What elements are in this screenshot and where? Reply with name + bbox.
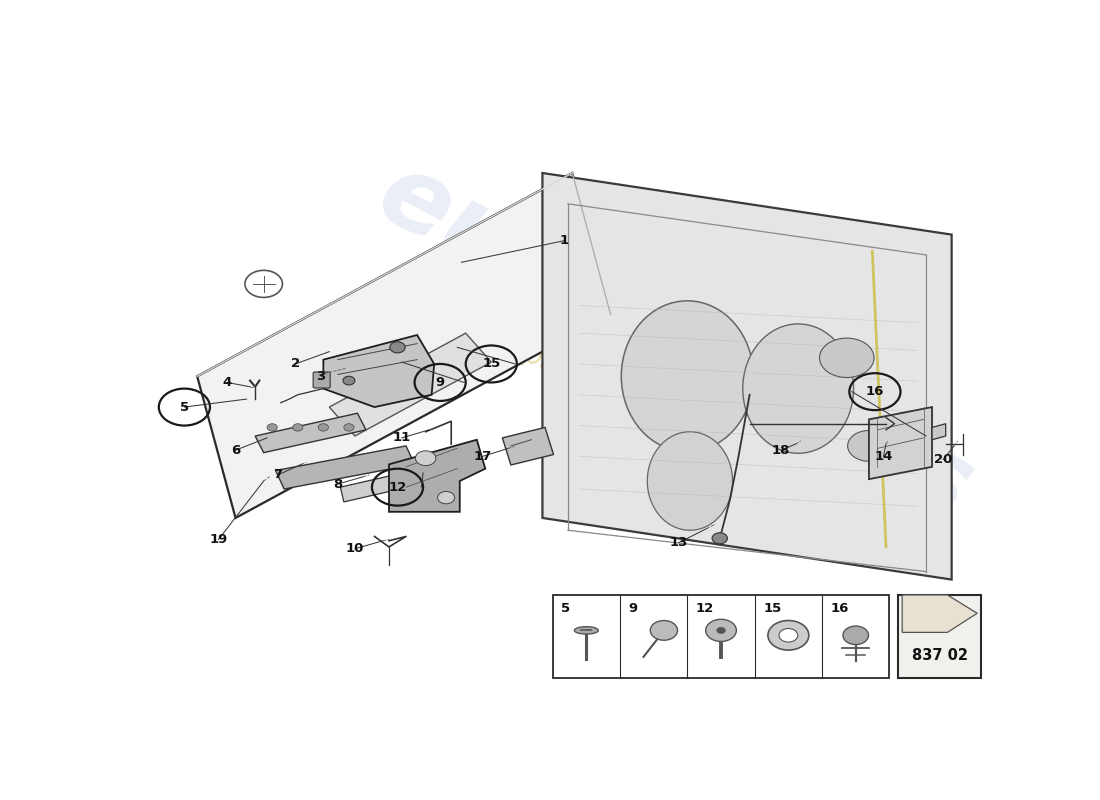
Text: 5: 5 [179,401,189,414]
Polygon shape [869,407,932,479]
Circle shape [820,338,874,378]
Text: 9: 9 [628,602,638,615]
Text: 16: 16 [830,602,849,615]
Circle shape [389,342,405,353]
Text: 4: 4 [222,376,232,389]
Text: 16: 16 [866,385,884,398]
Polygon shape [276,446,415,489]
Text: 7: 7 [274,468,283,482]
Circle shape [267,424,277,431]
Circle shape [438,491,454,504]
Text: 11: 11 [393,431,411,444]
Circle shape [416,451,436,466]
Circle shape [768,621,808,650]
Polygon shape [197,173,611,518]
Circle shape [706,619,736,642]
Text: 13: 13 [670,536,688,549]
Text: eurospares: eurospares [360,143,989,542]
Circle shape [343,376,355,385]
Text: 15: 15 [763,602,781,615]
Polygon shape [542,173,952,579]
Text: 14: 14 [874,450,892,463]
Ellipse shape [574,626,598,634]
Circle shape [717,627,725,634]
Text: 1: 1 [559,234,569,247]
Text: 9: 9 [436,376,444,389]
Text: 17: 17 [474,450,492,463]
Circle shape [843,626,869,645]
Text: 12: 12 [696,602,714,615]
Text: 5: 5 [561,602,570,615]
Circle shape [848,430,890,462]
Ellipse shape [621,301,754,452]
Polygon shape [323,335,434,407]
Circle shape [779,629,798,642]
Polygon shape [255,414,366,453]
Text: 6: 6 [231,444,240,457]
Text: 837 02: 837 02 [912,648,968,663]
Text: a passion for cars since 1985: a passion for cars since 1985 [498,330,851,534]
Circle shape [344,424,354,431]
Text: 20: 20 [934,453,953,466]
Circle shape [318,424,329,431]
Text: 12: 12 [388,481,407,494]
Text: 18: 18 [772,444,790,457]
Text: 19: 19 [209,533,228,546]
Bar [898,595,981,678]
Bar [552,595,890,678]
Circle shape [650,621,678,640]
Circle shape [712,533,727,544]
Text: 8: 8 [333,478,342,490]
Text: 2: 2 [290,358,300,370]
Ellipse shape [647,432,733,530]
Polygon shape [389,440,485,512]
Text: 15: 15 [482,358,500,370]
Polygon shape [902,595,977,632]
Polygon shape [503,427,553,465]
Text: 10: 10 [345,542,364,555]
FancyBboxPatch shape [314,372,330,388]
Polygon shape [932,424,946,440]
Ellipse shape [742,324,854,454]
Text: 3: 3 [316,370,326,382]
Polygon shape [340,464,442,502]
Polygon shape [329,333,492,436]
Circle shape [293,424,303,431]
